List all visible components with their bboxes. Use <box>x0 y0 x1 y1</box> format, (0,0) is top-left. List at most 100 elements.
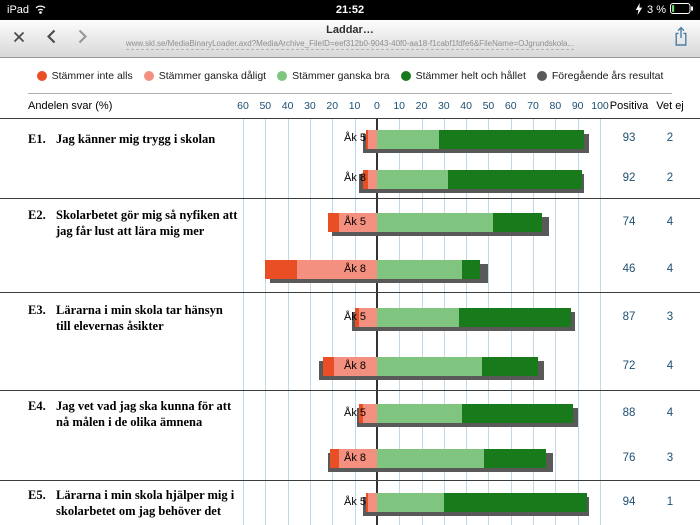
grade-label: Åk 5 <box>343 310 366 323</box>
legend-item: Stämmer inte alls <box>36 69 133 82</box>
vet-ej-value: 4 <box>666 359 674 372</box>
axis-header-row: Andelen svar (%) Positiva Vet ej 60 50 40 3… <box>0 94 700 118</box>
chart-row: Åk 8 46 4 <box>0 246 700 293</box>
vet-ej-value: 2 <box>666 132 674 144</box>
segment-stammer-ganska-daligt <box>367 493 377 512</box>
segment-stammer-helt-och-hallet <box>481 357 538 376</box>
chevron-right-icon <box>78 29 88 49</box>
axis-tick: 20 <box>415 100 428 112</box>
gridline <box>577 118 579 525</box>
chart-row: Åk 8 92 2 <box>0 159 700 199</box>
segment-stammer-ganska-daligt <box>334 357 377 376</box>
question-text: E2. Skolarbetet gör mig så nyfiken att ja… <box>28 207 238 238</box>
share-icon <box>673 26 689 52</box>
wifi-icon <box>34 4 47 17</box>
segment-stammer-ganska-bra <box>376 449 484 468</box>
share-button[interactable] <box>668 20 694 58</box>
question-block: E5. Lärarna i min skola hjälper mig i sko… <box>0 480 700 525</box>
axis-tick: 0 <box>373 100 380 112</box>
vet-ej-value: 4 <box>666 262 674 275</box>
page-title: Laddar… <box>326 24 374 36</box>
segment-stammer-helt-och-hallet <box>483 449 547 468</box>
axis-tick: 90 <box>571 100 584 112</box>
legend-item: Föregående års resultat <box>536 70 663 82</box>
axis-tick: 80 <box>549 100 562 112</box>
legend-item: Stämmer ganska dåligt <box>143 70 266 82</box>
question: E3. Lärarna i min skola tar hänsyn till e… <box>28 293 240 342</box>
positiva-value: 46 <box>622 262 636 275</box>
vet-ej-value: 3 <box>666 451 674 464</box>
segment-stammer-inte-alls <box>323 357 335 376</box>
segment-stammer-ganska-bra <box>376 308 460 327</box>
status-bar: iPad 21:52 3 % <box>0 0 700 20</box>
segment-stammer-ganska-daligt <box>338 449 377 468</box>
positiva-value: 87 <box>622 310 636 323</box>
url-line: www.skl.se/MediaBinaryLoader.axd?MediaAr… <box>0 37 700 55</box>
segment-stammer-inte-alls <box>330 449 339 468</box>
grade-label: Åk 5 <box>343 215 366 228</box>
positiva-value: 76 <box>622 451 636 464</box>
axis-tick: 70 <box>527 100 539 112</box>
axis-tick: 60 <box>504 100 517 112</box>
question: E4. Jag vet vad jag ska kunna för att nå … <box>28 391 240 436</box>
stop-loading-button[interactable] <box>6 20 32 58</box>
segment-stammer-inte-alls <box>359 404 364 423</box>
vet-ej-value: 4 <box>666 406 674 419</box>
positiva-value: 72 <box>622 359 636 372</box>
legend-label: Stämmer ganska bra <box>292 69 390 82</box>
segment-stammer-inte-alls <box>363 170 368 189</box>
grade-label: Åk 5 <box>343 495 366 508</box>
gridline <box>600 118 601 525</box>
question-block: E1. Jag känner mig trygg i skolan Åk 5 93 2 Å… <box>0 118 700 198</box>
axis-label: Andelen svar (%) <box>28 100 113 112</box>
axis-tick: 30 <box>437 100 450 112</box>
vet-ej-value: 3 <box>666 310 674 323</box>
segment-stammer-ganska-bra <box>376 130 440 149</box>
vet-ej-value: 2 <box>666 172 674 184</box>
legend-item: Stämmer helt och hållet <box>400 70 526 82</box>
segment-stammer-helt-och-hallet <box>461 260 480 279</box>
legend-dot <box>36 70 47 81</box>
chart-row: Åk 5 87 3 <box>0 293 700 342</box>
positiva-value: 93 <box>622 132 636 144</box>
segment-stammer-inte-alls <box>365 493 368 512</box>
axis-tick: 40 <box>460 100 472 112</box>
question-text: E5. Lärarna i min skola hjälper mig i sko… <box>28 487 235 518</box>
axis-tick: 40 <box>281 100 294 112</box>
back-button[interactable] <box>38 20 64 58</box>
axis-tick: 100 <box>591 100 609 112</box>
grade-label: Åk 5 <box>343 132 366 144</box>
question-id: E4. <box>28 398 46 413</box>
positiva-value: 94 <box>622 495 636 508</box>
axis-tick: 10 <box>393 100 406 112</box>
device-label: iPad <box>7 4 30 16</box>
question-block: E2. Skolarbetet gör mig så nyfiken att ja… <box>0 198 700 292</box>
question-text: E4. Jag vet vad jag ska kunna för att nå … <box>28 398 232 429</box>
gridline <box>287 118 289 525</box>
chart-row: Åk 5 74 4 <box>0 199 700 246</box>
segment-stammer-ganska-daligt <box>359 308 377 327</box>
segment-stammer-helt-och-hallet <box>443 493 587 512</box>
segment-stammer-ganska-bra <box>376 357 482 376</box>
column-header-positiva: Positiva <box>609 100 649 112</box>
segment-stammer-ganska-bra <box>376 404 462 423</box>
grade-label: Åk 8 <box>343 262 366 275</box>
question-id: E3. <box>28 302 46 317</box>
url-field[interactable]: www.skl.se/MediaBinaryLoader.axd?MediaAr… <box>125 39 575 50</box>
axis-tick: 30 <box>304 100 316 112</box>
segment-stammer-ganska-daligt <box>367 170 377 189</box>
legend-dot <box>277 70 288 81</box>
legend-dot <box>400 70 411 81</box>
question: E2. Skolarbetet gör mig så nyfiken att ja… <box>28 199 240 246</box>
web-page[interactable]: Stämmer inte alls Stämmer ganska dåligt St… <box>0 58 700 525</box>
grade-label: Åk 5 <box>343 406 366 419</box>
legend-label: Stämmer inte alls <box>51 69 133 82</box>
question: E5. Lärarna i min skola hjälper mig i sko… <box>28 481 240 524</box>
chart-row: Åk 8 72 4 <box>0 342 700 391</box>
segment-stammer-inte-alls <box>365 130 368 149</box>
gridline <box>243 118 244 525</box>
vet-ej-value: 4 <box>666 215 674 228</box>
forward-button[interactable] <box>70 20 96 58</box>
grade-label: Åk 8 <box>343 359 366 372</box>
